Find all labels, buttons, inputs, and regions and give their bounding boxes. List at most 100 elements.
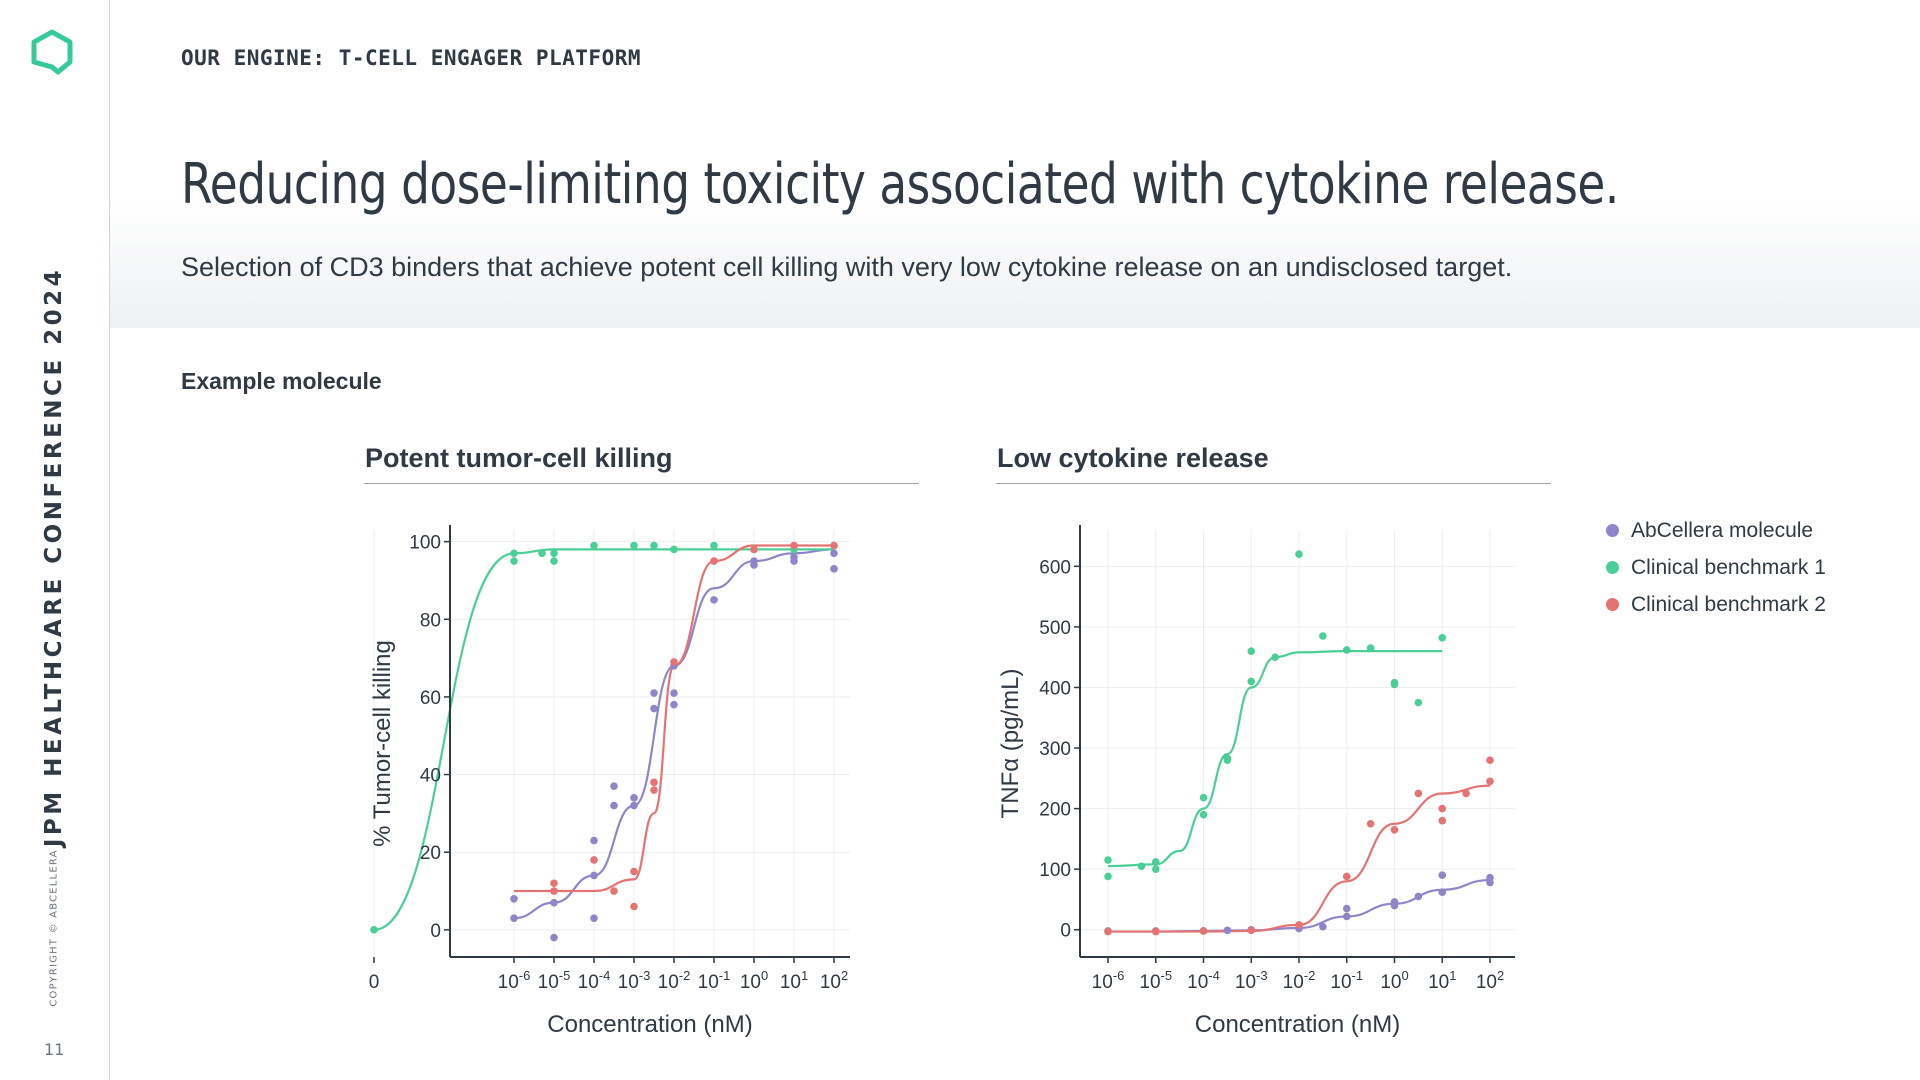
data-point [1342, 646, 1351, 654]
data-point [670, 689, 678, 697]
chart-title-cytokine: Low cytokine release [997, 443, 1269, 473]
legend-item: Clinical benchmark 1 [1606, 549, 1826, 586]
data-point [1319, 632, 1327, 640]
eyebrow-label: OUR ENGINE: T-CELL ENGAGER PLATFORM [181, 46, 642, 70]
y-tick-label: 600 [1039, 557, 1071, 578]
legend-swatch [1606, 561, 1619, 574]
data-point [590, 541, 598, 550]
data-point [610, 887, 618, 895]
data-point [1104, 872, 1112, 881]
data-point [710, 541, 718, 550]
data-point [590, 836, 598, 845]
x-tick-label: 102 [820, 968, 848, 993]
legend-label: Clinical benchmark 1 [1631, 555, 1826, 579]
data-point [1462, 789, 1470, 798]
y-tick-label: 40 [420, 766, 441, 787]
data-point [1199, 793, 1208, 802]
data-point [1438, 888, 1447, 896]
data-point [590, 856, 598, 864]
x-tick-label: 10-1 [698, 968, 731, 993]
chart-title-killing: Potent tumor-cell killing [365, 443, 673, 473]
series-curve [1107, 650, 1443, 868]
y-tick-label: 500 [1039, 618, 1071, 639]
y-tick-label: 200 [1039, 800, 1071, 821]
data-point [510, 557, 518, 565]
data-point [550, 898, 558, 907]
x-tick-label: 10-5 [1139, 968, 1172, 993]
data-point [510, 914, 518, 922]
data-point [830, 541, 838, 550]
data-point [1247, 647, 1256, 655]
data-point [670, 700, 678, 709]
x-tick-label: 10-6 [498, 968, 531, 993]
data-point [550, 933, 558, 942]
data-point [1151, 927, 1160, 936]
x-tick-label: 10-2 [1283, 968, 1316, 993]
data-point [1414, 698, 1423, 707]
data-point [1199, 810, 1208, 819]
x-tick-label: 0 [369, 972, 380, 993]
data-point [1151, 865, 1160, 873]
conference-label: JPM HEALTHCARE CONFERENCE 2024 [41, 266, 67, 848]
data-point [510, 549, 518, 558]
copyright-label: COPYRIGHT © ABCELLERA [48, 849, 60, 1007]
x-tick-label: 100 [1380, 968, 1408, 993]
section-label: Example molecule [181, 368, 382, 394]
x-tick-label: 101 [1428, 968, 1456, 993]
data-point [750, 561, 758, 569]
x-tick-label: 10-4 [578, 968, 611, 993]
legend-swatch [1606, 598, 1619, 611]
data-point [590, 914, 598, 922]
grid [1080, 530, 1515, 957]
data-point [650, 704, 658, 713]
data-point [1366, 644, 1375, 652]
data-point [650, 778, 658, 787]
y-tick-label: 20 [420, 843, 441, 864]
legend-label: AbCellera molecule [1631, 518, 1814, 542]
x-tick-label: 10-1 [1330, 968, 1363, 993]
data-point [630, 801, 638, 810]
y-tick-label: 300 [1039, 739, 1071, 760]
x-tick-label: 100 [740, 968, 768, 993]
legend-swatch [1606, 524, 1619, 537]
x-tick-label: 10-5 [538, 968, 571, 993]
chart-title-rule [996, 483, 1551, 484]
series-curve [1107, 784, 1491, 933]
data-point [1390, 826, 1399, 834]
sidebar: JPM HEALTHCARE CONFERENCE 2024 COPYRIGHT… [0, 0, 110, 1080]
y-tick-label: 400 [1039, 678, 1071, 699]
y-tick-label: 100 [409, 533, 441, 554]
data-point [550, 887, 558, 895]
data-point [1104, 927, 1112, 936]
data-point [650, 541, 658, 550]
data-point [1486, 777, 1494, 786]
y-tick-label: 0 [430, 921, 441, 942]
data-point [710, 596, 718, 604]
data-point [1366, 819, 1375, 828]
data-point [830, 565, 838, 573]
y-tick-label: 60 [420, 688, 441, 709]
data-point [610, 801, 618, 810]
data-point [1247, 926, 1256, 935]
x-tick-label: 10-3 [618, 968, 651, 993]
data-point [1295, 921, 1303, 929]
data-point [1104, 856, 1112, 864]
hexagon-logo-icon [31, 29, 73, 75]
data-point [1438, 634, 1447, 642]
data-point [630, 794, 638, 802]
data-point [670, 658, 678, 666]
data-point [1486, 756, 1494, 764]
data-point [790, 557, 798, 565]
grid [373, 530, 850, 957]
data-point [630, 867, 638, 876]
data-point [670, 545, 678, 554]
page-title: Reducing dose-limiting toxicity associat… [181, 152, 1619, 217]
data-point [1295, 550, 1303, 559]
page-subtitle: Selection of CD3 binders that achieve po… [181, 252, 1513, 282]
x-tick-label: 101 [780, 968, 808, 993]
data-point [1414, 789, 1423, 798]
page-number: 11 [44, 1040, 65, 1059]
data-point [1342, 904, 1351, 913]
data-point [630, 902, 638, 911]
data-point [590, 871, 598, 880]
